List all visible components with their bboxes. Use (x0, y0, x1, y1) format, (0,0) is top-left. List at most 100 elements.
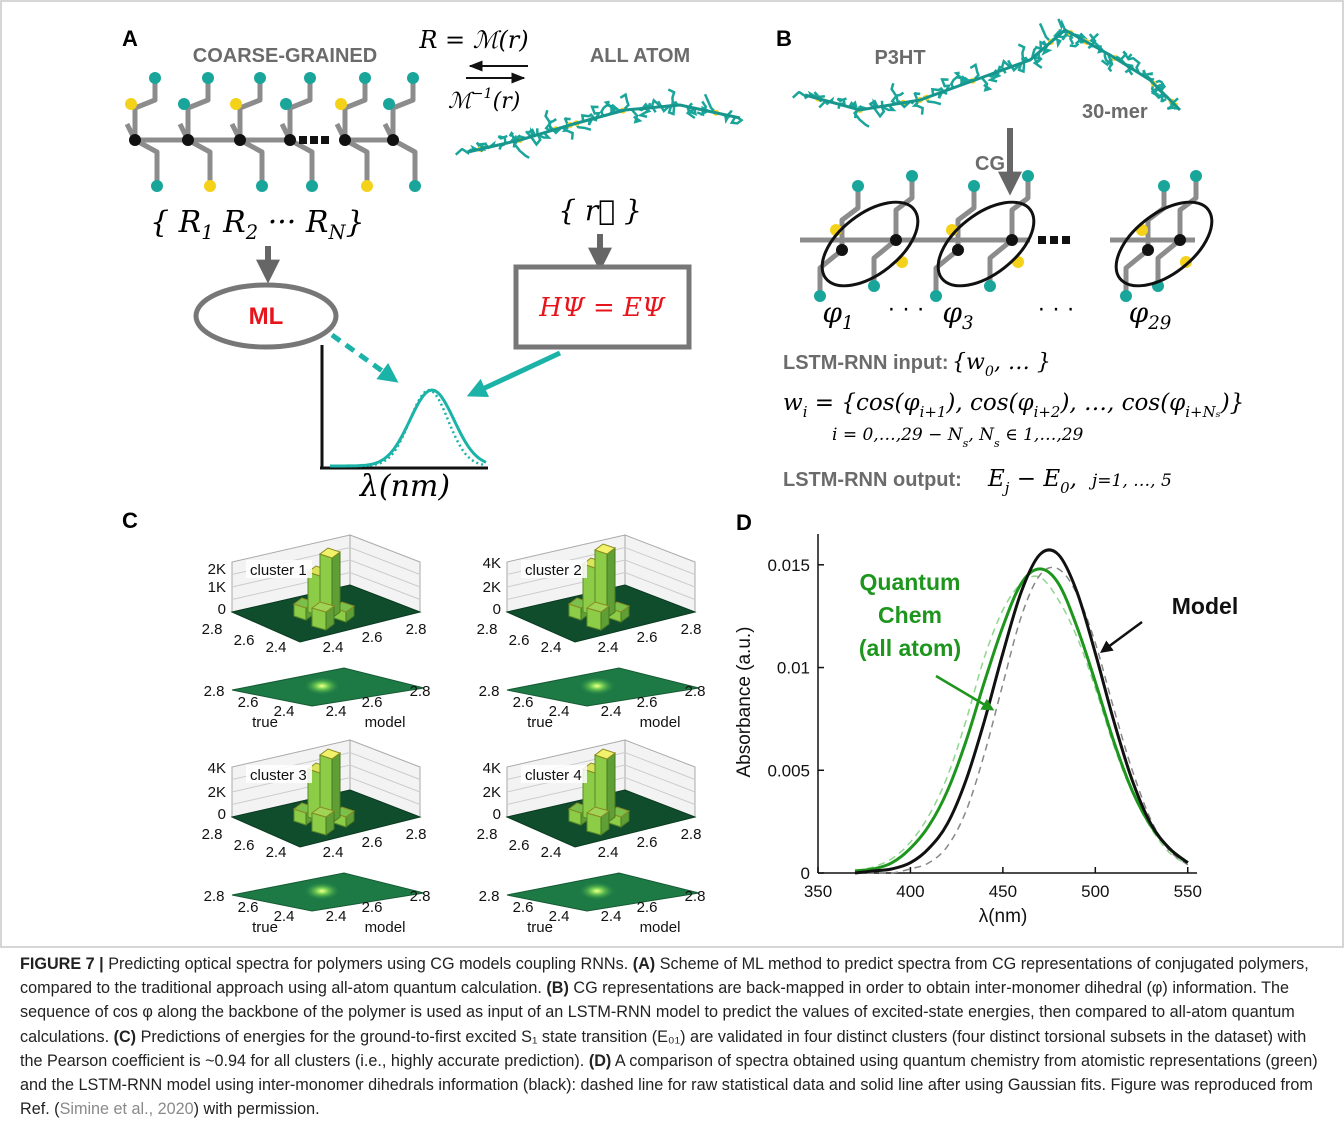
true-tick-label: 2.4 (266, 844, 287, 861)
superscript: −1 (472, 86, 493, 102)
bond (817, 248, 844, 292)
bond (1100, 56, 1116, 67)
output-label: LSTM-RNN output: (783, 469, 962, 491)
true-tick-label: 2.4 (274, 908, 295, 925)
text-run: , N (968, 425, 995, 445)
atom (1180, 256, 1192, 268)
annotation: Model (1172, 593, 1238, 619)
cluster-label: cluster 2 (525, 562, 582, 579)
spectrum-line (854, 567, 1189, 873)
backbone (804, 28, 1182, 112)
bond (930, 86, 946, 96)
bond (1166, 102, 1180, 111)
monomer-ellipse (1114, 200, 1214, 288)
bond (535, 128, 552, 139)
bond (239, 82, 263, 111)
model-tick-label: 2.6 (637, 694, 658, 711)
true-tick-label: 2.4 (274, 703, 295, 720)
y-tick-label: 0.01 (777, 659, 810, 678)
heat-spot (579, 677, 615, 695)
caption-tag: (D) (588, 1051, 612, 1070)
caption-tag: (B) (546, 979, 569, 998)
cluster-plot: cluster 3 4K 2K 0 2.8 2.6 2.4 2.4 2.6 2.8 2.8 2.6 2.… (202, 739, 430, 936)
text-run: i = 0,…,29 − N (832, 425, 964, 445)
subscript: j (1002, 479, 1010, 497)
text-run: ∈ 1,…,29 (1000, 425, 1084, 445)
bond (791, 90, 807, 99)
bond (186, 137, 213, 182)
z-tick-label: 2K (208, 784, 226, 801)
text-run: , (1070, 466, 1077, 492)
panel-a: A COARSE-GRAINED ALL ATOM R = ℳ(r) ℳ−1(r… (122, 26, 744, 504)
subscript: N (327, 221, 346, 244)
bond (890, 82, 898, 105)
bond (1127, 56, 1141, 74)
aa-coordinates: { r⃗ } (558, 194, 642, 227)
true-tick-label: 2.4 (541, 639, 562, 656)
text-run: ··· R (258, 205, 328, 240)
bond (911, 99, 924, 115)
model-tick-label: 2.8 (681, 621, 702, 638)
bond (288, 137, 315, 182)
bond (836, 97, 847, 106)
model-tick-label: 2.8 (406, 826, 427, 843)
spectrum-line (854, 548, 1189, 875)
true-axis-label: true (252, 919, 278, 936)
x-tick-label: 400 (896, 882, 924, 901)
cg-heading: COARSE-GRAINED (193, 45, 377, 67)
bond (133, 137, 160, 182)
atom (129, 134, 141, 146)
label-bg (246, 765, 312, 783)
caption-text: Scheme of ML method to predict spectra f… (20, 955, 1309, 998)
bond (134, 82, 158, 111)
bond (187, 82, 211, 111)
atom (1142, 244, 1154, 256)
panel-letter: B (776, 26, 792, 51)
true-tick-label: 2.6 (238, 694, 259, 711)
x-tick-label: 450 (989, 882, 1017, 901)
text-run: φ (942, 296, 962, 329)
atom (1158, 180, 1170, 192)
histogram-bar (310, 601, 336, 613)
bond (289, 82, 313, 111)
atom (254, 72, 266, 84)
x-tick-label: 550 (1174, 882, 1202, 901)
true-tick-label: 2.8 (479, 683, 500, 700)
bond (590, 105, 602, 119)
bond (343, 137, 370, 182)
ellipsis-dot (1038, 236, 1046, 244)
panel-b: B P3HT 30-mer CG φ1 · · · φ3 · · · φ29 L… (776, 18, 1244, 497)
model-tick-label: 2.6 (637, 899, 658, 916)
model-tick-label: 2.6 (362, 899, 383, 916)
bond (513, 139, 530, 159)
text-run: = {cos(φ (807, 390, 920, 416)
atom (335, 98, 347, 110)
z-tick-label: 0 (493, 601, 501, 618)
z-tick-label: 0 (493, 806, 501, 823)
atom (868, 280, 880, 292)
bond (637, 107, 652, 118)
citation-link[interactable]: Simine et al., 2020 (59, 1100, 194, 1119)
true-tick-label: 2.4 (549, 908, 570, 925)
wall-grid (231, 571, 421, 600)
bond (1032, 55, 1043, 69)
atom (202, 72, 214, 84)
cg-chain (124, 72, 421, 192)
ellipsis-dot (299, 136, 307, 144)
cluster-plot: cluster 4 4K 2K 0 2.8 2.6 2.4 2.4 2.6 2.8 2.8 2.6 2.… (477, 739, 705, 936)
bond (955, 188, 977, 250)
atom (1190, 170, 1202, 182)
atom (256, 180, 268, 192)
true-tick-label: 2.4 (549, 703, 570, 720)
bond (512, 134, 527, 148)
bond (238, 137, 265, 182)
caption-intro: Predicting optical spectra for polymers … (108, 955, 629, 973)
text-run: R (214, 205, 246, 240)
annotation: (all atom) (859, 635, 961, 661)
spectrum-sketch (330, 388, 487, 468)
true-axis-label: true (527, 714, 553, 731)
dihedral-label: φ1 (822, 296, 853, 334)
arrow (330, 332, 399, 383)
all-atom-molecule (454, 88, 744, 159)
